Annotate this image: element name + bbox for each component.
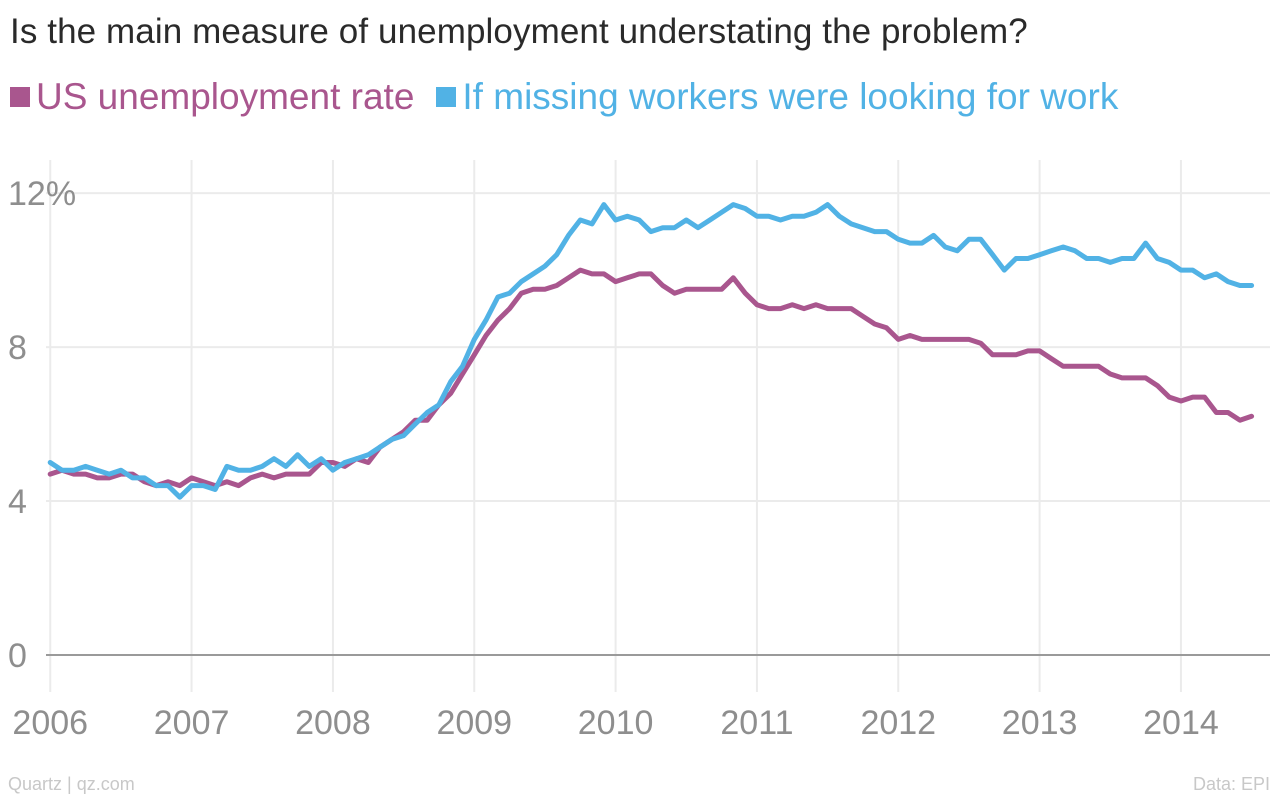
chart-title: Is the main measure of unemployment unde… [10,12,1028,51]
x-tick-label-2010: 2010 [578,704,654,742]
y-tick-label-8: 8 [8,329,27,367]
legend-item-us-unemployment: US unemployment rate [10,76,414,118]
series-line-1 [47,202,1255,500]
x-tick-label-2012: 2012 [860,704,936,742]
x-tick-label-2014: 2014 [1143,704,1219,742]
y-tick-label-12: 12% [8,175,76,213]
x-tick-label-2007: 2007 [154,704,230,742]
legend: US unemployment rate If missing workers … [10,76,1140,118]
footer-data-source: Data: EPI [1192,774,1270,794]
footer-credit: Quartz | qz.com [8,774,135,794]
legend-label-missing-workers: If missing workers were looking for work [462,76,1119,117]
x-tick-label-2008: 2008 [295,704,371,742]
x-tick-label-2013: 2013 [1002,704,1078,742]
x-tick-label-2009: 2009 [436,704,512,742]
x-tick-label-2011: 2011 [720,704,793,742]
legend-swatch-missing-workers [436,87,457,107]
series-line-0 [47,267,1255,489]
y-tick-label-0: 0 [8,637,27,675]
legend-item-missing-workers: If missing workers were looking for work [436,76,1118,118]
y-tick-label-4: 4 [8,483,27,521]
legend-label-us-unemployment: US unemployment rate [36,76,415,117]
legend-swatch-us-unemployment [10,87,30,107]
x-tick-label-2006: 2006 [12,704,88,742]
